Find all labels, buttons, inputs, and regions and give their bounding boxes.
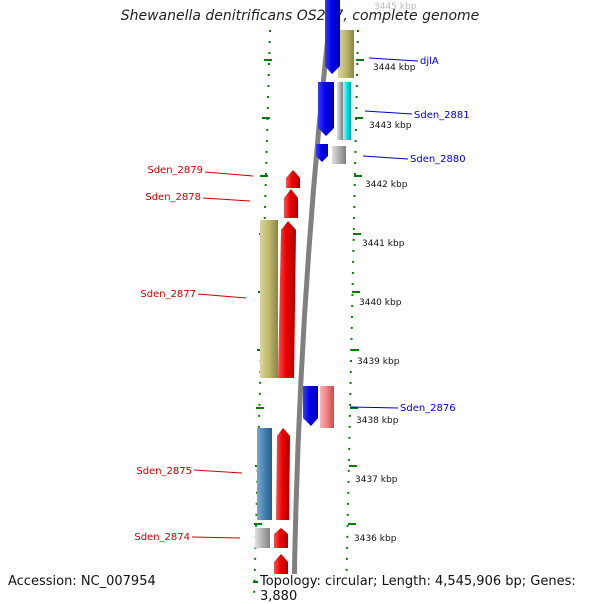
reverse-cds-arrow [316, 144, 328, 162]
tick-label: 3438 kbp [356, 416, 399, 426]
tick-label: 3441 kbp [362, 239, 405, 249]
cog-gray-feature [255, 528, 270, 548]
map-title: Shewanella denitrificans OS217, complete… [120, 8, 480, 24]
tick-label: 3437 kbp [355, 475, 398, 485]
forward-cds-arrow [278, 221, 296, 378]
gene-label-sden-2875: Sden_2875 [136, 466, 192, 477]
tick-label: 3436 kbp [354, 534, 397, 544]
cog-cyan-feature [343, 82, 351, 140]
forward-cds-arrow [286, 170, 300, 188]
reverse-cds-arrow [318, 82, 334, 136]
reverse-cds-arrow [303, 386, 318, 426]
cog-khaki-feature [260, 220, 278, 378]
gene-label-sden-2878: Sden_2878 [145, 192, 201, 203]
forward-cds-arrow [274, 528, 288, 548]
gene-label-sden-2874: Sden_2874 [134, 532, 190, 543]
tick-labels: 3445 kbp 3444 kbp 3443 kbp 3442 kbp 3441… [354, 2, 417, 544]
right-leader-lines [349, 57, 419, 409]
left-gene-labels: Sden_2879 Sden_2878 Sden_2877 Sden_2875 … [134, 165, 203, 543]
reverse-cds-arrow [325, 0, 340, 74]
tick-label: 3445 kbp [374, 2, 417, 12]
forward-cds-arrow [284, 189, 298, 218]
sden-2876-features [303, 386, 334, 428]
tick-label: 3439 kbp [357, 357, 400, 367]
gene-label-sden-2881: Sden_2881 [414, 110, 470, 121]
cog-gray-feature [332, 146, 346, 164]
gene-label-djla: djlA [420, 56, 439, 67]
accession-text: Accession: NC_007954 [6, 574, 158, 589]
cog-gray-feature [337, 82, 343, 140]
left-leader-lines [191, 171, 254, 539]
gene-label-sden-2876: Sden_2876 [400, 403, 456, 414]
cog-pink-feature [320, 386, 334, 428]
cog-khaki-feature [338, 30, 354, 78]
gene-label-sden-2877: Sden_2877 [140, 289, 196, 300]
tick-label: 3442 kbp [365, 180, 408, 190]
tick-label: 3440 kbp [359, 298, 402, 308]
gene-label-sden-2880: Sden_2880 [410, 154, 466, 165]
tick-label: 3444 kbp [373, 63, 416, 73]
right-gene-labels: djlA Sden_2881 Sden_2880 Sden_2876 [400, 56, 470, 414]
tick-label: 3443 kbp [369, 121, 412, 131]
topology-text: Topology: circular; Length: 4,545,906 bp… [258, 574, 600, 604]
cog-steelblue-feature [257, 428, 272, 520]
gene-label-sden-2879: Sden_2879 [147, 165, 203, 176]
upper-right-features [316, 0, 354, 164]
forward-cds-arrow [276, 428, 290, 520]
